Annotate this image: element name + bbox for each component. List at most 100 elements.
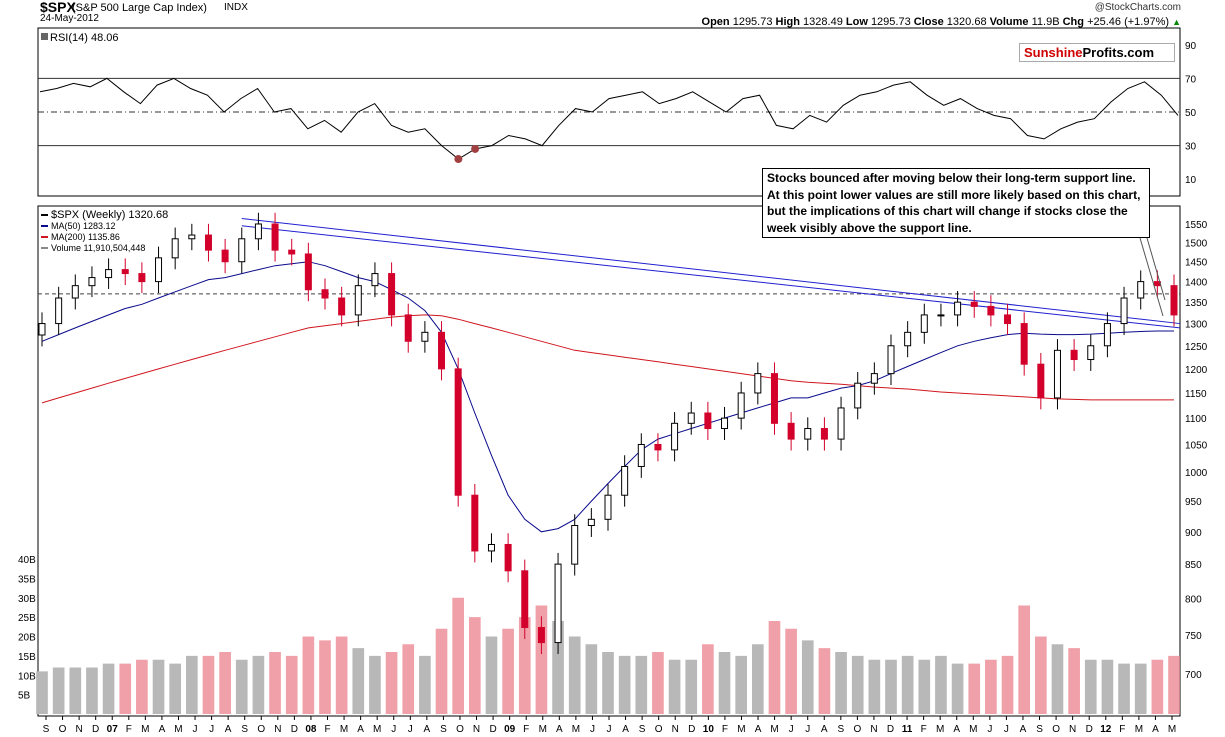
close-label: Close	[913, 16, 944, 28]
volume-bar	[835, 652, 847, 714]
x-tick-label: M	[936, 724, 944, 735]
x-tick-label: D	[489, 724, 496, 735]
x-tick-label: S	[1036, 724, 1043, 735]
price-bar-body	[288, 249, 296, 255]
high-value: 1328.49	[803, 16, 843, 28]
price-tick-label: 1200	[1185, 365, 1208, 376]
price-tick-label: 1550	[1185, 220, 1208, 231]
x-tick-label: A	[622, 724, 629, 735]
volume-bar	[1151, 659, 1164, 714]
price-tick-label: 750	[1185, 631, 1202, 642]
volume-bar	[119, 663, 132, 714]
price-bar-body	[837, 407, 845, 440]
x-tick-label: O	[1052, 724, 1060, 735]
x-tick-label: J	[590, 724, 595, 735]
x-tick-label: 08	[305, 724, 317, 735]
volume-bar	[868, 659, 881, 714]
volume-bar	[985, 659, 997, 714]
chg-value: +25.46 (+1.97%)	[1087, 16, 1170, 28]
price-tick-label: 1000	[1185, 468, 1208, 479]
volume-bar	[518, 617, 531, 714]
rsi-tick-label: 50	[1185, 108, 1197, 119]
x-tick-label: S	[440, 724, 447, 735]
price-bar-body	[121, 269, 129, 275]
x-tick-label: D	[92, 724, 99, 735]
price-bar-body	[487, 543, 495, 552]
x-tick-label: M	[572, 724, 580, 735]
x-tick-label: O	[853, 724, 861, 735]
x-tick-label: F	[126, 724, 132, 735]
x-tick-label: J	[209, 724, 214, 735]
legend-entry: MA(50) 1283.12	[51, 221, 116, 231]
volume-tick-label: 15B	[18, 652, 36, 663]
volume-bar	[935, 655, 947, 714]
price-bar-body	[887, 345, 895, 375]
price-bar-body	[204, 234, 212, 251]
price-bar-body	[254, 223, 262, 240]
volume-bar	[535, 605, 548, 714]
volume-label: Volume	[989, 16, 1029, 28]
volume-tick-label: 5B	[18, 691, 31, 702]
chg-up-arrow-icon: ▲	[1172, 17, 1181, 27]
price-bar-body	[454, 368, 462, 496]
logo-part-1: Sunshine	[1024, 45, 1083, 60]
volume-bar	[402, 644, 415, 714]
price-bar-body	[1120, 297, 1128, 325]
price-bar-body	[637, 443, 645, 467]
volume-bar	[1101, 659, 1114, 714]
price-bar-body	[737, 392, 745, 419]
x-tick-label: J	[805, 724, 810, 735]
x-tick-label: 12	[1100, 724, 1112, 735]
rsi-legend-swatch	[41, 33, 48, 40]
price-bar-body	[904, 331, 912, 347]
x-tick-label: F	[722, 724, 728, 735]
x-tick-label: O	[456, 724, 464, 735]
price-tick-label: 1150	[1185, 389, 1207, 400]
volume-bar	[968, 663, 981, 714]
x-tick-label: S	[43, 724, 50, 735]
volume-bar	[136, 659, 148, 714]
volume-bar	[36, 671, 48, 714]
x-tick-label: A	[953, 724, 960, 735]
volume-bar	[269, 652, 281, 714]
x-tick-label: N	[473, 724, 480, 735]
volume-bar	[885, 659, 897, 714]
price-bar-body	[404, 314, 412, 342]
logo-part-2: Profits.com	[1082, 45, 1155, 60]
low-label: Low	[845, 16, 868, 28]
x-tick-label: M	[340, 724, 348, 735]
price-bar-body	[55, 297, 63, 325]
price-tick-label: 1350	[1185, 298, 1208, 309]
price-bar-body	[1103, 323, 1111, 347]
symbol: $SPX	[40, 0, 76, 15]
price-bar-body	[221, 249, 229, 263]
price-bar-body	[1137, 281, 1145, 299]
annotation-pointer-line	[1146, 237, 1166, 301]
price-bar-body	[304, 253, 312, 291]
price-tick-label: 1250	[1185, 342, 1208, 353]
index-name: (S&P 500 Large Cap Index)	[72, 2, 207, 14]
x-tick-label: M	[1168, 724, 1176, 735]
volume-bar	[801, 640, 814, 714]
x-tick-label: 11	[902, 724, 913, 735]
price-bar-body	[787, 422, 795, 440]
open-value: 1295.73	[732, 16, 773, 28]
legend-entry: Volume 11,910,504,448	[51, 243, 145, 253]
price-bar-body	[604, 494, 612, 520]
volume-bar	[1068, 648, 1080, 714]
rsi-tick-label: 90	[1185, 41, 1197, 52]
price-bar-body	[970, 301, 978, 307]
volume-bar	[702, 644, 714, 714]
x-tick-label: M	[373, 724, 381, 735]
volume-bar	[1168, 655, 1180, 714]
x-tick-label: O	[655, 724, 663, 735]
rsi-tick-label: 10	[1185, 175, 1197, 186]
x-tick-label: A	[1020, 724, 1027, 735]
x-tick-label: A	[1152, 724, 1159, 735]
price-bar-body	[1053, 349, 1061, 399]
volume-bar	[552, 621, 564, 714]
volume-bar	[485, 636, 498, 714]
volume-bar	[1134, 663, 1147, 714]
volume-bar	[1084, 659, 1097, 714]
price-bar-body	[438, 331, 446, 370]
